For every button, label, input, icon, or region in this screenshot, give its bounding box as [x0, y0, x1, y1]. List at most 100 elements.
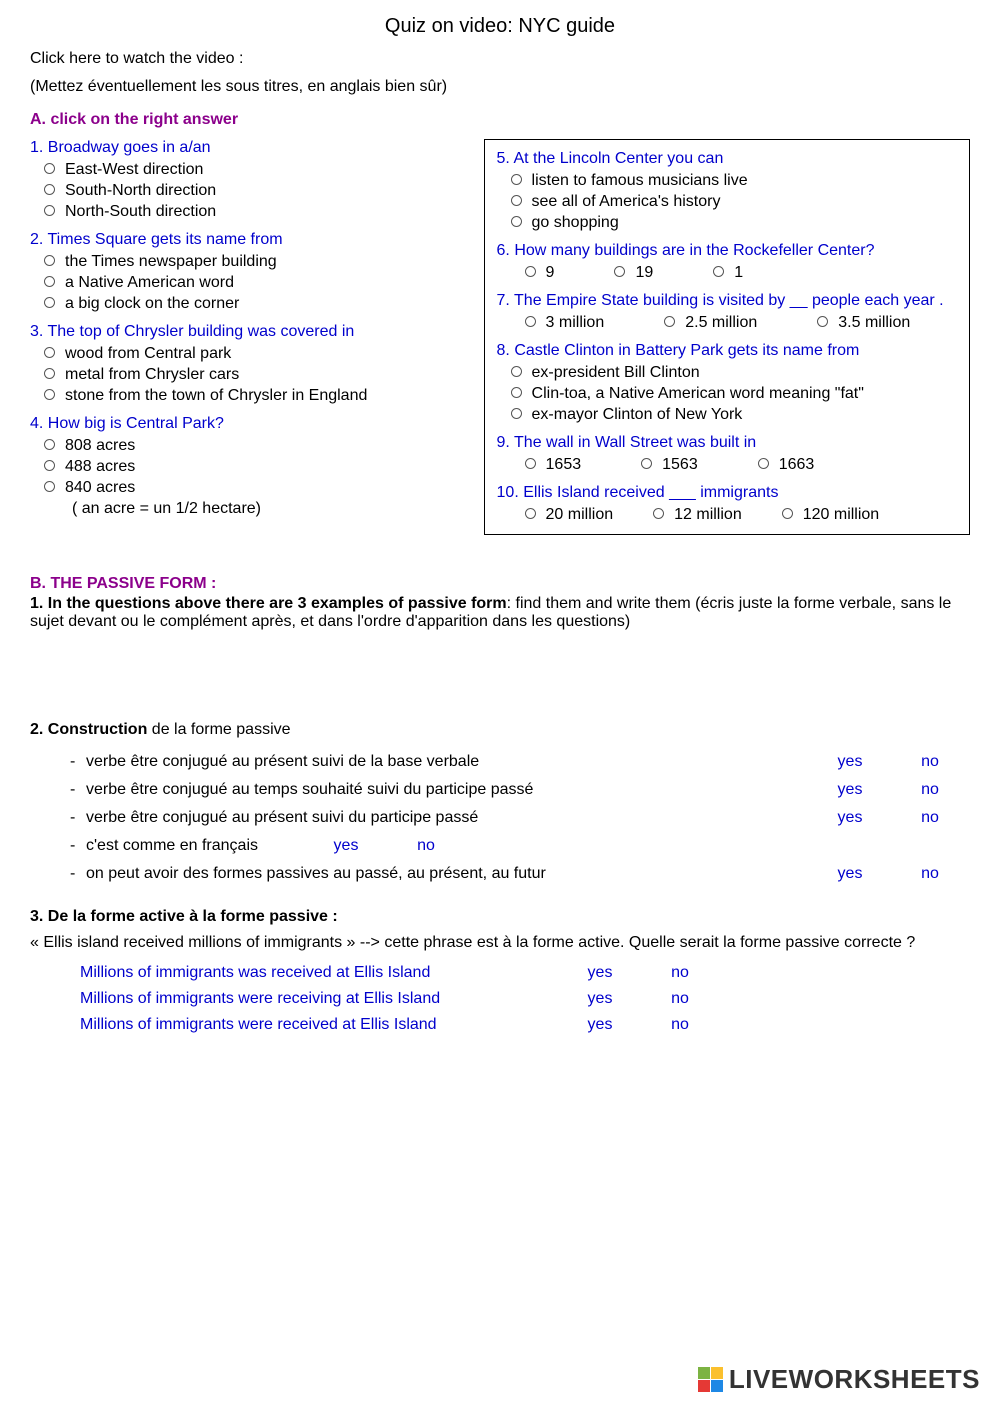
- no-option[interactable]: no: [640, 964, 720, 982]
- opt-label: 20 million: [546, 506, 614, 524]
- radio-icon: [44, 205, 55, 216]
- yes-option[interactable]: yes: [560, 1016, 640, 1034]
- radio-icon: [44, 347, 55, 358]
- opt-label: the Times newspaper building: [65, 253, 277, 271]
- q1-opt-1[interactable]: South-North direction: [44, 182, 469, 200]
- row-text: on peut avoir des formes passives au pas…: [86, 865, 810, 883]
- radio-icon: [44, 184, 55, 195]
- b2-row-1: -verbe être conjugué au temps souhaité s…: [70, 781, 970, 799]
- b2-b: de la forme passive: [147, 721, 290, 738]
- yes-option[interactable]: yes: [810, 865, 890, 883]
- q10-opt-1[interactable]: 12 million: [653, 506, 742, 524]
- q4-opt-0[interactable]: 808 acres: [44, 437, 469, 455]
- q9-opt-1[interactable]: 1563: [641, 456, 698, 474]
- q5-opt-0[interactable]: listen to famous musicians live: [511, 172, 957, 190]
- opt-label: South-North direction: [65, 182, 216, 200]
- q7-opt-0[interactable]: 3 million: [525, 314, 605, 332]
- opt-label: listen to famous musicians live: [532, 172, 748, 190]
- q6-opt-0[interactable]: 9: [525, 264, 555, 282]
- q5-opt-2[interactable]: go shopping: [511, 214, 957, 232]
- radio-icon: [44, 297, 55, 308]
- radio-icon: [525, 458, 536, 469]
- opt-label: metal from Chrysler cars: [65, 366, 239, 384]
- q8-opt-1[interactable]: Clin-toa, a Native American word meaning…: [511, 385, 957, 403]
- radio-icon: [525, 266, 536, 277]
- q9-opt-2[interactable]: 1663: [758, 456, 815, 474]
- no-option[interactable]: no: [890, 865, 970, 883]
- q9-opt-0[interactable]: 1653: [525, 456, 582, 474]
- radio-icon: [525, 508, 536, 519]
- q6-opt-1[interactable]: 19: [614, 264, 653, 282]
- q8-opt-0[interactable]: ex-president Bill Clinton: [511, 364, 957, 382]
- opt-label: wood from Central park: [65, 345, 231, 363]
- q7-opt-2[interactable]: 3.5 million: [817, 314, 910, 332]
- no-option[interactable]: no: [890, 809, 970, 827]
- radio-icon: [44, 255, 55, 266]
- q9-stem: 9. The wall in Wall Street was built in: [497, 434, 957, 452]
- opt-label: 19: [635, 264, 653, 282]
- q10-opt-2[interactable]: 120 million: [782, 506, 879, 524]
- b1-b: 3 examples of passive form: [298, 595, 507, 612]
- q2-stem: 2. Times Square gets its name from: [30, 231, 469, 249]
- radio-icon: [511, 366, 522, 377]
- q10-opt-0[interactable]: 20 million: [525, 506, 614, 524]
- q6-opt-2[interactable]: 1: [713, 264, 743, 282]
- row-text: verbe être conjugué au temps souhaité su…: [86, 781, 810, 799]
- no-option[interactable]: no: [890, 781, 970, 799]
- yes-option[interactable]: yes: [560, 964, 640, 982]
- opt-label: 1: [734, 264, 743, 282]
- no-option[interactable]: no: [640, 990, 720, 1008]
- yes-option[interactable]: yes: [810, 753, 890, 771]
- opt-label: stone from the town of Chrysler in Engla…: [65, 387, 367, 405]
- q5-stem: 5. At the Lincoln Center you can: [497, 150, 957, 168]
- q3-opt-1[interactable]: metal from Chrysler cars: [44, 366, 469, 384]
- radio-icon: [653, 508, 664, 519]
- radio-icon: [713, 266, 724, 277]
- b3-row-2: Millions of immigrants were received at …: [80, 1016, 970, 1034]
- no-option[interactable]: no: [640, 1016, 720, 1034]
- b2-heading: 2. Construction de la forme passive: [30, 721, 970, 739]
- q5-opt-1[interactable]: see all of America's history: [511, 193, 957, 211]
- b2-a: 2. Construction: [30, 721, 147, 738]
- watermark: LIVEWORKSHEETS: [698, 1364, 980, 1395]
- yes-option[interactable]: yes: [306, 837, 386, 855]
- opt-label: 12 million: [674, 506, 742, 524]
- b3-intro: « Ellis island received millions of immi…: [30, 934, 970, 952]
- row-text: c'est comme en français: [86, 837, 306, 855]
- left-column: 1. Broadway goes in a/an East-West direc…: [30, 139, 469, 535]
- q1-opt-2[interactable]: North-South direction: [44, 203, 469, 221]
- q4-opt-1[interactable]: 488 acres: [44, 458, 469, 476]
- yes-option[interactable]: yes: [810, 809, 890, 827]
- radio-icon: [44, 439, 55, 450]
- yes-option[interactable]: yes: [810, 781, 890, 799]
- q3-opt-2[interactable]: stone from the town of Chrysler in Engla…: [44, 387, 469, 405]
- yes-option[interactable]: yes: [560, 990, 640, 1008]
- no-option[interactable]: no: [386, 837, 466, 855]
- q2-opt-0[interactable]: the Times newspaper building: [44, 253, 469, 271]
- opt-label: see all of America's history: [532, 193, 721, 211]
- q2-opt-1[interactable]: a Native American word: [44, 274, 469, 292]
- opt-label: Clin-toa, a Native American word meaning…: [532, 385, 864, 403]
- opt-label: 1663: [779, 456, 815, 474]
- b3-row-0: Millions of immigrants was received at E…: [80, 964, 970, 982]
- q1-opt-0[interactable]: East-West direction: [44, 161, 469, 179]
- logo-icon: [698, 1367, 723, 1392]
- opt-label: 9: [546, 264, 555, 282]
- opt-label: 3 million: [546, 314, 605, 332]
- q8-opt-2[interactable]: ex-mayor Clinton of New York: [511, 406, 957, 424]
- opt-label: 840 acres: [65, 479, 135, 497]
- q2-opt-2[interactable]: a big clock on the corner: [44, 295, 469, 313]
- radio-icon: [44, 481, 55, 492]
- b2-row-3: -c'est comme en françaisyesno: [70, 837, 970, 855]
- opt-label: 1563: [662, 456, 698, 474]
- section-b: B. THE PASSIVE FORM : 1. In the question…: [30, 575, 970, 1034]
- q4-stem: 4. How big is Central Park?: [30, 415, 469, 433]
- q3-stem: 3. The top of Chrysler building was cove…: [30, 323, 469, 341]
- q4-opt-2[interactable]: 840 acres: [44, 479, 469, 497]
- radio-icon: [44, 460, 55, 471]
- q7-opt-1[interactable]: 2.5 million: [664, 314, 757, 332]
- opt-label: 2.5 million: [685, 314, 757, 332]
- q3-opt-0[interactable]: wood from Central park: [44, 345, 469, 363]
- no-option[interactable]: no: [890, 753, 970, 771]
- opt-label: East-West direction: [65, 161, 203, 179]
